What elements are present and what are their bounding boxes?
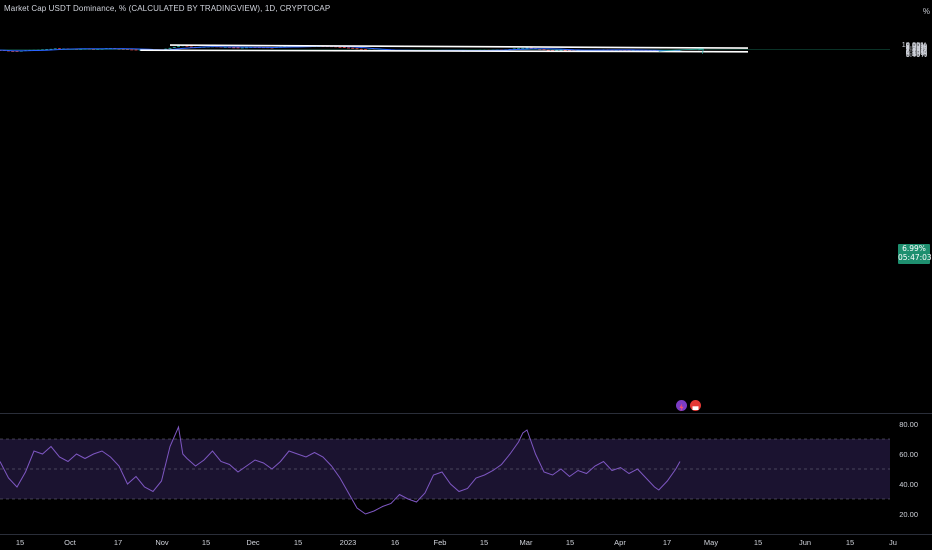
candle-body xyxy=(627,50,631,51)
candle-body xyxy=(232,47,236,49)
time-axis-tick: 15 xyxy=(846,538,854,547)
candle-body xyxy=(529,47,533,49)
rsi-axis-tick: 40.00 xyxy=(899,480,918,489)
candle-body xyxy=(342,47,346,48)
price-axis-tick: 6.10% xyxy=(906,48,928,57)
candle-body xyxy=(138,49,142,51)
candle-body xyxy=(53,48,57,50)
last-price-value: 6.99% xyxy=(902,244,926,253)
candle-body xyxy=(364,49,367,51)
candle-body xyxy=(512,48,516,50)
candle-body xyxy=(134,49,138,51)
candle-body xyxy=(525,47,529,49)
candle-body xyxy=(623,50,627,51)
candle-body xyxy=(126,48,129,50)
time-axis-tick: Ju xyxy=(889,538,897,547)
price-axis-tick: 7.80% xyxy=(906,44,928,53)
candle-body xyxy=(189,46,193,48)
time-axis-tick: Jun xyxy=(799,538,811,547)
candle-body xyxy=(92,48,95,50)
time-axis-tick: 15 xyxy=(566,538,574,547)
price-axis-tick: 7.40% xyxy=(906,45,928,54)
price-axis-tick: 6.70% xyxy=(906,46,928,55)
time-axis-tick: Nov xyxy=(155,538,169,547)
candle-body xyxy=(45,49,49,50)
time-axis-tick: 15 xyxy=(480,538,488,547)
candle-body xyxy=(359,48,363,50)
candle-body xyxy=(15,51,19,52)
price-axis-tick: 5.40% xyxy=(906,50,928,59)
upper-channel-line xyxy=(169,44,749,49)
rsi-line xyxy=(0,425,681,515)
time-axis-tick: 15 xyxy=(202,538,210,547)
candle-body xyxy=(517,48,520,50)
time-axis-tick: 15 xyxy=(16,538,24,547)
candle-body xyxy=(168,47,172,49)
candle-body xyxy=(631,50,635,51)
candle-body xyxy=(351,47,355,49)
rsi-axis-tick: 20.00 xyxy=(899,510,918,519)
candle-body xyxy=(563,49,567,51)
time-axis-tick: 17 xyxy=(114,538,122,547)
candle-body xyxy=(172,46,176,48)
time-axis-tick: 16 xyxy=(391,538,399,547)
candle-body xyxy=(546,49,550,51)
price-axis-tick: 9.00% xyxy=(906,42,928,51)
time-axis-tick: 2023 xyxy=(340,538,357,547)
price-axis-tick: 5.60% xyxy=(906,49,928,58)
price-axis-tick: 10.00% xyxy=(902,40,928,49)
rsi-axis-tick: 80.00 xyxy=(899,420,918,429)
chart-title: Market Cap USDT Dominance, % (CALCULATED… xyxy=(4,4,331,13)
candle-body xyxy=(130,49,134,51)
candle-body xyxy=(240,47,244,49)
candle-body xyxy=(245,47,248,49)
time-axis-tick: 15 xyxy=(294,538,302,547)
economic-event-icon[interactable] xyxy=(690,400,701,411)
candle-body xyxy=(121,48,125,50)
candle-body xyxy=(41,49,44,51)
projection-arrow xyxy=(658,48,704,52)
price-axis-tick: 9.50% xyxy=(906,41,928,50)
price-axis-tick: 6.40% xyxy=(906,47,928,56)
candle-body xyxy=(96,48,100,50)
candle-body xyxy=(355,48,359,50)
lower-channel-line xyxy=(140,49,749,53)
price-axis-tick: 8.20% xyxy=(906,43,928,52)
time-axis-tick: May xyxy=(704,538,718,547)
projection-arrow-head xyxy=(698,48,704,54)
flash-event-icon[interactable] xyxy=(676,400,687,412)
candle-body xyxy=(11,50,15,52)
candle-body xyxy=(49,48,53,50)
candle-body xyxy=(559,49,563,51)
time-axis-tick: Oct xyxy=(64,538,77,547)
time-axis-tick: Dec xyxy=(246,538,260,547)
bar-countdown: 05:47:03 xyxy=(898,253,932,262)
candle-body xyxy=(347,47,350,49)
candle-body xyxy=(521,47,525,49)
time-axis-tick: 15 xyxy=(754,538,762,547)
candle-body xyxy=(568,49,571,51)
rsi-axis-tick: 60.00 xyxy=(899,450,918,459)
candle-body xyxy=(538,48,542,50)
candle-body xyxy=(334,46,338,48)
time-axis-tick: 17 xyxy=(663,538,671,547)
currency-label: % xyxy=(922,7,930,16)
candle-body xyxy=(338,46,342,48)
last-price-tag: 6.99% 05:47:03 xyxy=(898,244,932,264)
price-axis-tick: 8.60% xyxy=(906,42,928,51)
time-axis-tick: Apr xyxy=(614,538,626,547)
time-axis-tick: Feb xyxy=(434,538,447,547)
price-axis-tick: 5.85% xyxy=(906,49,928,58)
candle-body xyxy=(236,47,240,49)
candle-body xyxy=(177,46,180,47)
time-axis-tick: Mar xyxy=(520,538,533,547)
candle-body xyxy=(542,49,546,51)
candle-body xyxy=(58,48,61,50)
candle-body xyxy=(555,49,559,51)
